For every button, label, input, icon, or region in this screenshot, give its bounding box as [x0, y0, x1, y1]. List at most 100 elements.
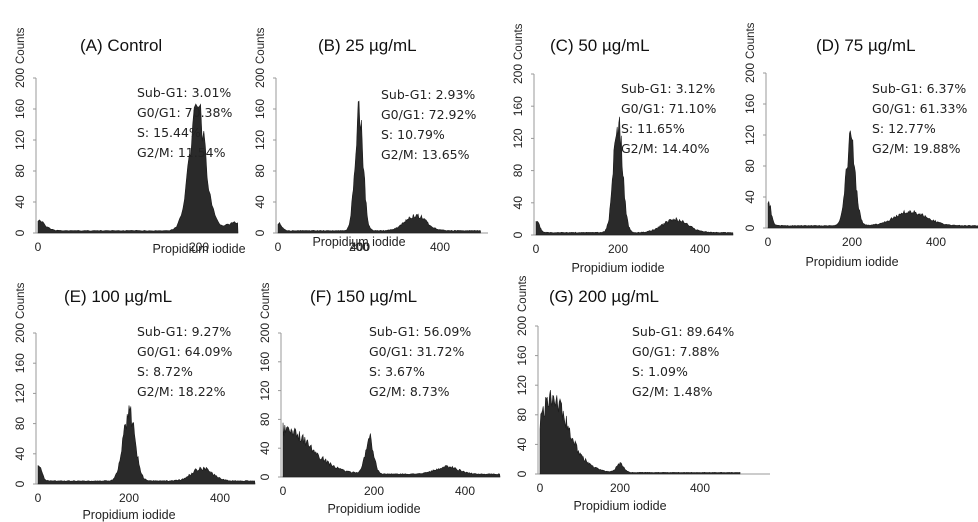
- y-tick-label: 40: [515, 437, 529, 451]
- x-tick-label: 200: [610, 481, 630, 495]
- y-tick-label: 80: [743, 159, 757, 173]
- y-tick-label: 120: [253, 130, 267, 150]
- y-tick-label: 40: [13, 195, 27, 209]
- y-tick-label: 160: [515, 345, 529, 365]
- y-axis-label: Counts: [517, 275, 529, 312]
- phase-percentage-label: G2/M: 19.88%: [872, 141, 961, 156]
- x-tick-label: 0: [280, 484, 287, 498]
- phase-percentage-label: G2/M: 1.48%: [632, 384, 713, 399]
- histogram-area: [37, 103, 239, 234]
- x-tick-label: 400: [455, 484, 475, 498]
- x-tick-label: 0: [35, 240, 42, 254]
- y-tick-label: 200: [511, 64, 525, 84]
- phase-percentage-label: G2/M: 13.65%: [381, 147, 470, 162]
- y-tick-label: 120: [511, 128, 525, 148]
- y-axis-label: Counts: [745, 22, 757, 59]
- phase-percentage-label: G0/G1: 64.09%: [137, 344, 232, 359]
- y-tick-label: 160: [253, 99, 267, 119]
- panel-title: (A) Control: [80, 36, 162, 55]
- y-axis-label: Counts: [255, 27, 267, 64]
- panel-c: 0 40 80 120 160 200 Counts 0 200 400 Propidium iod…: [511, 23, 734, 275]
- panel-d: 0 40 80 120 160 200 Counts 0 200 400 Propidium iod…: [743, 22, 978, 269]
- y-tick-label: 200: [743, 63, 757, 83]
- y-axis-label: Counts: [15, 282, 27, 319]
- phase-percentage-label: Sub-G1: 56.09%: [369, 324, 471, 339]
- y-tick-label: 200: [515, 316, 529, 336]
- y-tick-label: 200: [258, 323, 272, 343]
- y-tick-label: 40: [253, 195, 267, 209]
- y-tick-label: 0: [258, 473, 272, 480]
- phase-percentage-label: S: 10.79%: [381, 127, 445, 142]
- x-axis-label: Propidium iodide: [805, 255, 898, 269]
- y-tick-label: 160: [13, 99, 27, 119]
- panel-title: (B) 25 µg/mL: [318, 36, 417, 55]
- x-tick-label: 200: [119, 491, 139, 505]
- phase-percentage-label: Sub-G1: 3.01%: [137, 85, 231, 100]
- x-axis-label: Propidium iodide: [327, 502, 420, 516]
- phase-percentage-label: S: 1.09%: [632, 364, 688, 379]
- x-tick-label: 0: [537, 481, 544, 495]
- x-tick-label: 200: [842, 235, 862, 249]
- y-tick-label: 160: [258, 351, 272, 371]
- y-tick-label: 160: [13, 353, 27, 373]
- panel-f: 0 40 80 120 160 200 Counts 0 200 400 Propidium iod…: [258, 282, 501, 516]
- y-tick-label: 40: [743, 190, 757, 204]
- y-tick-label: 120: [515, 375, 529, 395]
- y-axis-label: Counts: [15, 27, 27, 64]
- x-tick-label: 200: [349, 240, 369, 254]
- x-axis-label: Propidium iodide: [571, 261, 664, 275]
- y-tick-label: 80: [515, 408, 529, 422]
- panel-title: (D) 75 µg/mL: [816, 36, 916, 55]
- panel-g: 0 40 80 120 160 200 Counts 0 200 400 Propidium iod…: [515, 275, 770, 513]
- x-tick-label: 400: [690, 481, 710, 495]
- y-axis-label: Counts: [260, 282, 272, 319]
- y-tick-label: 40: [511, 196, 525, 210]
- y-tick-label: 40: [258, 441, 272, 455]
- phase-percentage-label: Sub-G1: 9.27%: [137, 324, 231, 339]
- phase-percentage-label: S: 8.72%: [137, 364, 193, 379]
- panel-title: (G) 200 µg/mL: [549, 287, 659, 306]
- phase-percentage-label: Sub-G1: 2.93%: [381, 87, 475, 102]
- y-tick-label: 0: [511, 231, 525, 238]
- y-tick-label: 120: [258, 380, 272, 400]
- y-axis-label: Counts: [513, 23, 525, 60]
- phase-percentage-label: G2/M: 11.54%: [137, 145, 226, 160]
- x-tick-label: 400: [690, 242, 710, 256]
- x-tick-label: 0: [533, 242, 540, 256]
- panel-title: (C) 50 µg/mL: [550, 36, 650, 55]
- histogram-area: [282, 422, 501, 478]
- phase-percentage-label: G2/M: 8.73%: [369, 384, 450, 399]
- phase-percentage-label: S: 3.67%: [369, 364, 425, 379]
- x-axis-label: Propidium iodide: [573, 499, 666, 513]
- x-tick-label: 400: [210, 491, 230, 505]
- x-tick-label: 200: [364, 484, 384, 498]
- y-tick-label: 80: [13, 164, 27, 178]
- phase-percentage-label: S: 15.44%: [137, 125, 201, 140]
- histogram-area: [535, 116, 734, 236]
- histogram-area: [767, 130, 978, 229]
- y-tick-label: 80: [13, 417, 27, 431]
- y-tick-label: 0: [253, 229, 267, 236]
- y-tick-label: 80: [253, 164, 267, 178]
- phase-percentage-label: Sub-G1: 6.37%: [872, 81, 966, 96]
- phase-percentage-label: G0/G1: 71.10%: [621, 101, 716, 116]
- phase-percentage-label: G0/G1: 70.38%: [137, 105, 232, 120]
- x-tick-label: 200: [608, 242, 628, 256]
- x-tick-label: 400: [926, 235, 946, 249]
- y-tick-label: 0: [13, 480, 27, 487]
- y-tick-label: 120: [13, 130, 27, 150]
- x-axis-label: Propidium iodide: [312, 235, 405, 249]
- histogram-area: [539, 389, 741, 475]
- y-tick-label: 0: [13, 229, 27, 236]
- y-tick-label: 80: [258, 412, 272, 426]
- y-tick-label: 40: [13, 447, 27, 461]
- phase-percentage-label: S: 12.77%: [872, 121, 936, 136]
- y-tick-label: 0: [743, 224, 757, 231]
- phase-percentage-label: S: 11.65%: [621, 121, 685, 136]
- phase-percentage-label: G2/M: 14.40%: [621, 141, 710, 156]
- y-tick-label: 200: [253, 68, 267, 88]
- x-tick-label: 0: [765, 235, 772, 249]
- panel-title: (E) 100 µg/mL: [64, 287, 172, 306]
